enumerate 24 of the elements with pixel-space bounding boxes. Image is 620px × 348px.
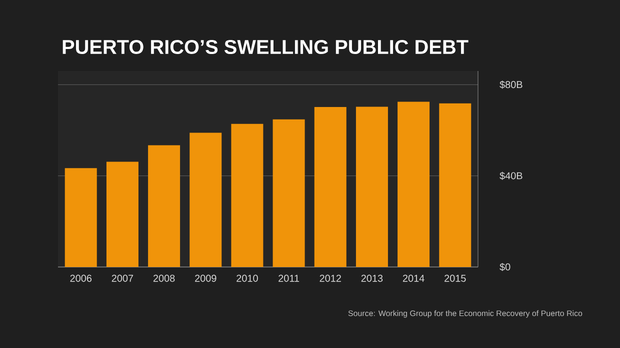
x-tick-label: 2012 [320,274,341,282]
x-tick-label: 2013 [361,274,383,282]
x-tick-label: 2010 [236,274,258,282]
x-tick-label: 2006 [70,274,92,282]
bar [231,124,264,267]
bar [356,106,388,267]
x-tick-label: 2008 [153,274,175,282]
bar [148,145,180,267]
bar [190,132,222,267]
bar [272,119,305,267]
bar [106,162,138,267]
bar [398,102,430,267]
x-tick-label: 2015 [444,274,466,282]
bar [439,103,472,267]
bar [64,168,97,267]
x-tick-label: 2014 [402,274,424,282]
x-tick-label: 2007 [112,274,134,282]
bar [314,107,346,267]
x-tick-label: 2009 [195,274,216,282]
x-tick-label: 2011 [278,274,300,282]
y-tick-label: $40B [500,172,522,180]
y-tick-label: $80B [500,80,522,89]
chart-title: PUERTO RICO’S SWELLING PUBLIC DEBT [62,40,468,54]
y-tick-label: $0 [500,262,510,272]
